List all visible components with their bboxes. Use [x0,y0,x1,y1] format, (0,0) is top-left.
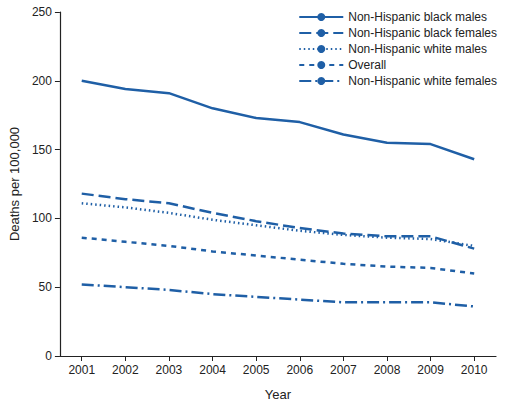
svg-text:2004: 2004 [199,363,226,377]
svg-text:0: 0 [45,349,52,363]
svg-text:Non-Hispanic white males: Non-Hispanic white males [348,42,487,56]
svg-text:2010: 2010 [461,363,488,377]
svg-text:Deaths per 100,000: Deaths per 100,000 [7,127,22,241]
svg-text:Overall: Overall [348,58,386,72]
svg-text:2005: 2005 [243,363,270,377]
svg-text:Non-Hispanic white females: Non-Hispanic white females [348,74,497,88]
svg-text:50: 50 [39,280,53,294]
svg-text:250: 250 [32,5,52,19]
svg-text:2003: 2003 [156,363,183,377]
svg-text:2002: 2002 [112,363,139,377]
svg-text:2008: 2008 [374,363,401,377]
svg-text:200: 200 [32,74,52,88]
svg-text:Year: Year [265,387,292,402]
svg-text:2009: 2009 [417,363,444,377]
svg-text:150: 150 [32,143,52,157]
svg-text:100: 100 [32,211,52,225]
svg-text:2007: 2007 [330,363,357,377]
svg-text:Non-Hispanic black males: Non-Hispanic black males [348,10,487,24]
svg-text:2006: 2006 [286,363,313,377]
svg-text:Non-Hispanic black females: Non-Hispanic black females [348,26,497,40]
svg-text:2001: 2001 [68,363,95,377]
